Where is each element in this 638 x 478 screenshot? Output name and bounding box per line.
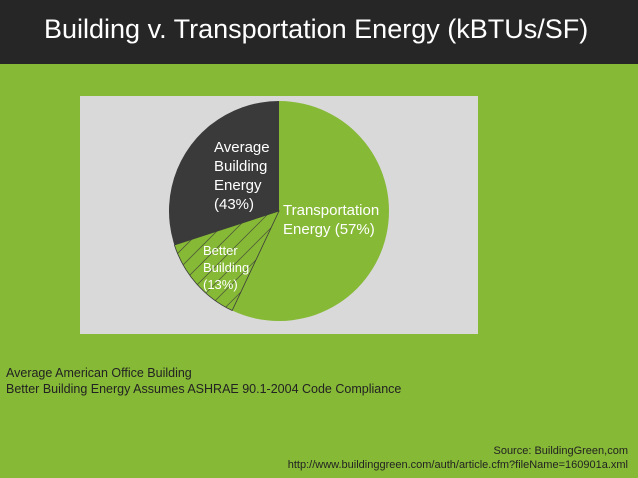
slice-transportation [232,101,389,321]
label-average-building: Average Building Energy (43%) [214,139,270,213]
title-bar: Building v. Transportation Energy (kBTUs… [0,0,638,64]
slice-better-building [173,210,280,312]
label-better-building: Better Building (13%) [203,243,249,292]
slide-title: Building v. Transportation Energy (kBTUs… [44,14,589,44]
note-line-1: Average American Office Building [6,366,192,380]
note-line-2: Better Building Energy Assumes ASHRAE 90… [6,382,402,396]
source-url: http://www.buildinggreen.com/auth/articl… [287,459,628,471]
chart-panel: Transportation Energy (57%) Average Buildin… [80,96,478,334]
pie-chart: Transportation Energy (57%) Average Buildin… [168,101,389,321]
source-credit: Source: BuildingGreen,com [493,445,628,457]
label-transportation: Transportation Energy (57%) [283,202,379,238]
